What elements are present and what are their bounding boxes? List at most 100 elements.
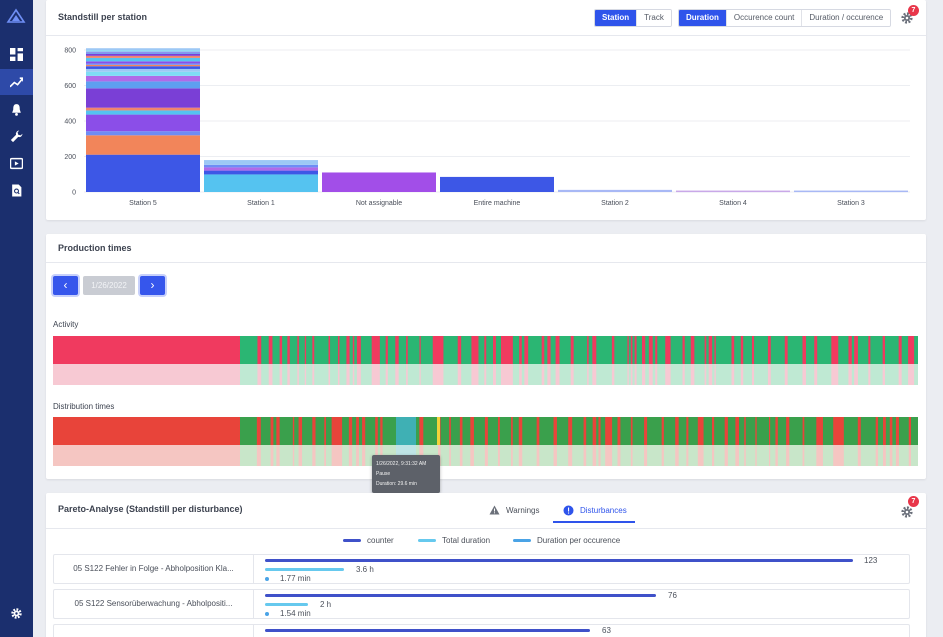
stop-segment [432, 336, 444, 364]
stop-segment [348, 417, 353, 445]
toggle-track[interactable]: Track [636, 10, 671, 26]
prev-day-button[interactable]: ‹ [53, 276, 78, 295]
counter-value: 63 [602, 626, 611, 635]
stop-segment [883, 417, 886, 445]
stop-segment [675, 417, 679, 445]
stop-segment [518, 417, 523, 445]
stop-segment-shadow [648, 364, 653, 385]
stop-segment [297, 336, 299, 364]
info-icon [563, 505, 574, 515]
sidebar-item-maintenance[interactable] [0, 123, 33, 149]
stop-segment-shadow [784, 364, 788, 385]
sidebar-item-reports[interactable] [0, 177, 33, 203]
legend-duration-per-occurence[interactable]: Duration per occurence [513, 536, 620, 545]
stop-segment-shadow [324, 445, 327, 466]
stop-segment-shadow [686, 445, 689, 466]
stop-segment-shadow [395, 364, 399, 385]
stop-segment [493, 336, 496, 364]
sidebar-item-alarms[interactable] [0, 96, 33, 122]
pareto-row[interactable]: 63 [53, 624, 910, 637]
stop-segment-shadow [337, 364, 340, 385]
toggle-duration[interactable]: Duration [679, 10, 726, 26]
stop-segment [352, 336, 355, 364]
stop-segment-shadow [857, 445, 861, 466]
stop-segment [857, 417, 861, 445]
stop-segment-shadow [484, 364, 487, 385]
stop-segment-shadow [711, 445, 715, 466]
stop-segment [292, 417, 295, 445]
stop-segment [751, 336, 755, 364]
stop-segment [346, 336, 350, 364]
tooltip-state: Pause [376, 471, 391, 477]
stop-segment [882, 336, 885, 364]
pareto-row[interactable]: 05 S122 Sensorüberwachung - Abholpositi.… [53, 589, 910, 619]
stop-segment-shadow [895, 445, 899, 466]
sidebar-item-analytics[interactable] [0, 69, 33, 95]
pareto-row-label: 05 S122 Fehler in Folge - Abholposition … [54, 555, 254, 583]
stop-segment-shadow [592, 364, 597, 385]
stop-segment [553, 417, 557, 445]
pareto-settings-gear-icon[interactable] [900, 505, 914, 519]
sidebar-item-media[interactable] [0, 150, 33, 176]
stop-segment [279, 336, 283, 364]
sidebar-item-settings[interactable] [0, 600, 33, 626]
stop-segment [287, 336, 290, 364]
x-axis-label: Station 1 [247, 200, 275, 207]
toggle-occurence-count[interactable]: Occurence count [725, 10, 802, 26]
stop-segment-shadow [634, 364, 637, 385]
stop-segment-shadow [541, 364, 545, 385]
stop-segment [714, 336, 716, 364]
stop-segment [536, 417, 540, 445]
bar-segment [86, 63, 200, 65]
distribution-timeline[interactable] [53, 417, 918, 466]
activity-timeline[interactable] [53, 336, 918, 385]
sidebar-item-dashboard[interactable] [0, 41, 33, 67]
next-day-button[interactable]: › [140, 276, 165, 295]
stop-segment [457, 336, 462, 364]
stop-segment-shadow [714, 364, 716, 385]
station-track-toggle: Station Track [594, 9, 672, 27]
stop-segment-shadow [854, 364, 858, 385]
tab-disturbances-label: Disturbances [580, 505, 627, 515]
metric-toggle: Duration Occurence count Duration / occu… [678, 9, 892, 27]
stop-segment-shadow [735, 445, 739, 466]
stop-segment-shadow [555, 364, 560, 385]
timeline-tooltip: 1/26/2022, 9:31:32 AM Pause Duration: 29… [372, 455, 440, 493]
stop-segment-shadow [882, 364, 885, 385]
stop-segment [449, 417, 451, 445]
activity-label: Activity [53, 320, 79, 329]
toggle-duration-per-occurence[interactable]: Duration / occurence [801, 10, 891, 26]
stop-segment-shadow [519, 364, 522, 385]
stop-segment-shadow [642, 364, 646, 385]
y-tick-label: 800 [64, 48, 76, 55]
tab-warnings[interactable]: Warnings [489, 501, 540, 519]
stop-segment [711, 417, 715, 445]
legend-counter[interactable]: counter [343, 536, 394, 545]
stop-segment-shadow [497, 445, 500, 466]
date-field[interactable]: 1/26/2022 [83, 276, 135, 295]
stop-segment [583, 417, 587, 445]
stop-segment-shadow [385, 364, 388, 385]
logo-icon[interactable] [6, 8, 26, 24]
stop-segment-shadow [518, 445, 523, 466]
toggle-station[interactable]: Station [595, 10, 637, 26]
stop-segment [634, 336, 637, 364]
stop-segment [385, 336, 388, 364]
stop-segment-shadow [298, 445, 303, 466]
stop-segment-shadow [908, 364, 915, 385]
stop-segment [854, 336, 858, 364]
stop-segment-shadow [767, 364, 771, 385]
stop-segment [53, 417, 240, 445]
pareto-row[interactable]: 05 S122 Fehler in Folge - Abholposition … [53, 554, 910, 584]
stop-segment-shadow [655, 364, 658, 385]
stop-segment [547, 336, 551, 364]
stop-segment-shadow [744, 445, 746, 466]
stop-segment [755, 417, 757, 445]
stop-segment [735, 417, 739, 445]
tab-disturbances[interactable]: Disturbances [563, 501, 627, 519]
counter-bar [265, 559, 853, 562]
stop-segment [519, 336, 522, 364]
chart-settings-gear-icon[interactable] [900, 11, 914, 25]
stop-segment [704, 336, 707, 364]
legend-total-duration[interactable]: Total duration [418, 536, 490, 545]
